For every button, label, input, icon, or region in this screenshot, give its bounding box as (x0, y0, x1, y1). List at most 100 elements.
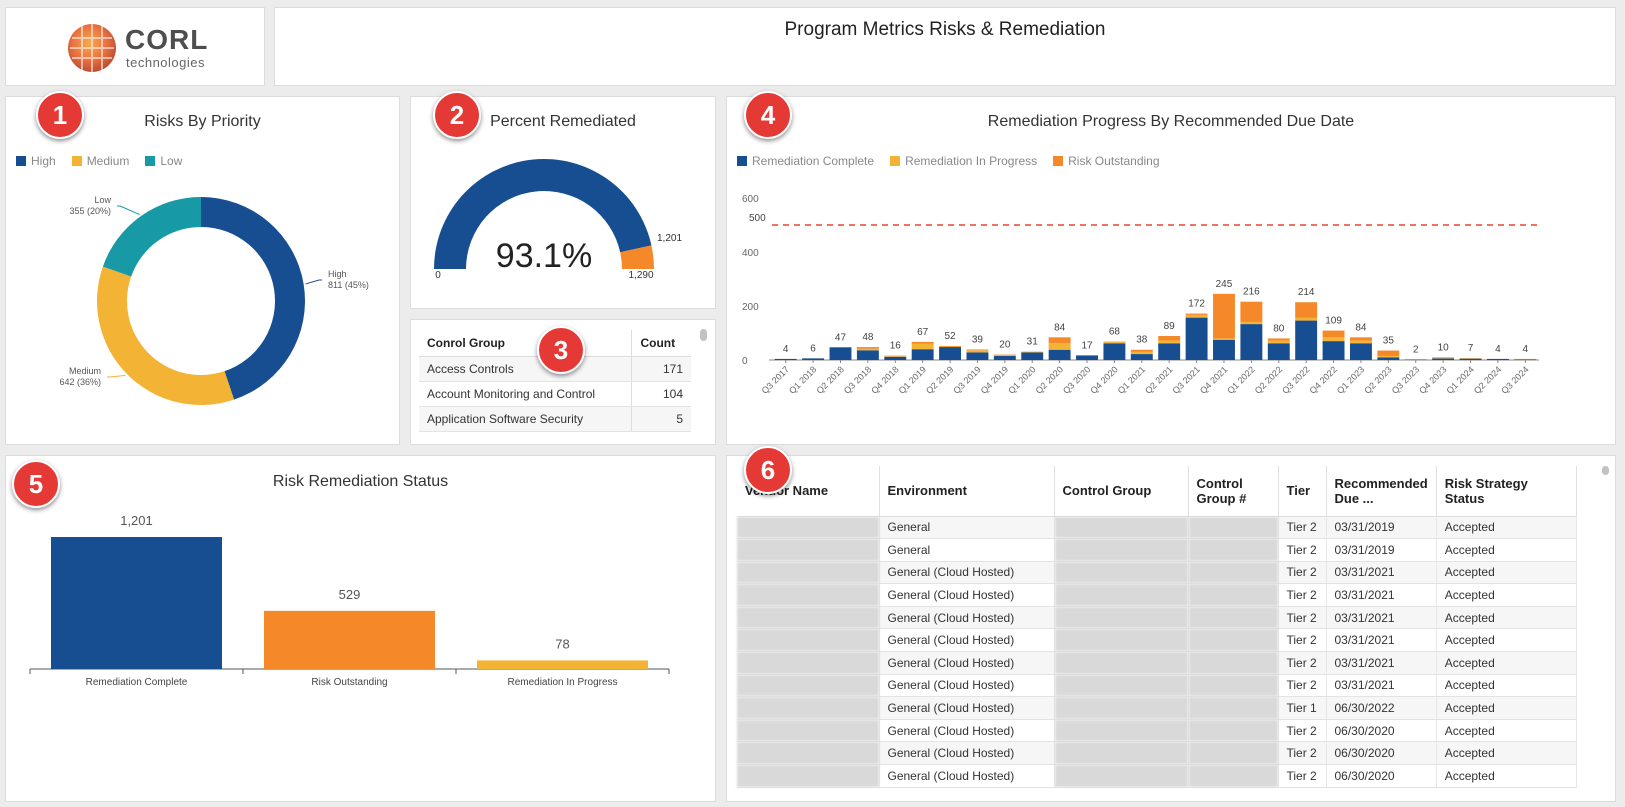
legend-swatch (890, 156, 901, 166)
x-tick-label: Q3 2020 (1061, 364, 1092, 395)
table-row[interactable]: General (Cloud Hosted) Tier 2 03/31/2021 Ac… (737, 561, 1578, 585)
slice-value-label: 811 (45%) (328, 280, 369, 290)
bar-total-label: 39 (972, 334, 984, 345)
callout-badge-4: 4 (744, 91, 792, 139)
bar-total-label: 31 (1027, 337, 1039, 348)
cell-control-group (1054, 719, 1189, 743)
target-line-label: 500 (749, 213, 766, 224)
gauge-mark-label: 1,201 (657, 233, 682, 244)
gauge-fill-remaining (620, 245, 654, 269)
gauge-fill-remediated (434, 159, 652, 269)
bar-total-label: 214 (1298, 287, 1315, 298)
bar-total-label: 20 (999, 340, 1011, 351)
cell-control-group (1054, 628, 1189, 653)
bar-total-label: 47 (835, 332, 847, 343)
cell-status: Accepted (1436, 561, 1578, 585)
column-header-control-group[interactable]: Control Group (1054, 466, 1189, 517)
bar-total-label: 38 (1136, 335, 1148, 346)
cell-control-group (1054, 606, 1189, 630)
bar-segment (1103, 341, 1126, 343)
legend-label: Remediation In Progress (905, 154, 1038, 168)
bar-segment (1130, 351, 1153, 355)
cell-status: Accepted (1436, 516, 1578, 540)
cell-environment: General (879, 538, 1055, 562)
cell-due-date: 03/31/2019 (1326, 516, 1437, 540)
column-header-environment[interactable]: Environment (879, 466, 1055, 517)
column-header[interactable]: Conrol Group (419, 330, 632, 357)
corl-logo-icon (68, 24, 116, 72)
x-tick-label: Q2 2020 (1034, 364, 1065, 395)
cell-status: Accepted (1436, 741, 1578, 766)
gauge-min-label: 0 (435, 270, 441, 281)
title-panel: Program Metrics Risks & Remediation (274, 7, 1616, 86)
cell-due-date: 03/31/2021 (1326, 651, 1437, 675)
cell-environment: General (879, 516, 1055, 540)
cell-vendor-name (737, 606, 880, 630)
table-row[interactable]: General (Cloud Hosted) Tier 2 03/31/2021 Ac… (737, 651, 1578, 675)
cell-control-group (1054, 561, 1189, 585)
donut-slice-low (102, 197, 201, 277)
bar-segment (1377, 355, 1400, 358)
legend-label: Low (160, 154, 183, 168)
table-row[interactable]: General (Cloud Hosted) Tier 2 06/30/2020 Ac… (737, 764, 1578, 788)
bar-segment (802, 358, 825, 360)
bar-segment (1322, 330, 1345, 338)
table-row[interactable]: General (Cloud Hosted) Tier 2 03/31/2021 Ac… (737, 606, 1578, 630)
x-tick-label: Q3 2022 (1280, 364, 1311, 395)
table-row[interactable]: Access Controls 171 (419, 356, 691, 382)
gauge-value: 93.1% (496, 237, 592, 275)
table-row[interactable]: General (Cloud Hosted) Tier 2 03/31/2021 Ac… (737, 583, 1578, 607)
table-row[interactable]: General Tier 2 03/31/2019 Accepted (737, 538, 1578, 562)
column-header-recommended-due[interactable]: Recommended Due ... (1326, 466, 1437, 517)
bar-segment (966, 350, 989, 353)
table-row[interactable]: General Tier 2 03/31/2019 Accepted (737, 516, 1578, 540)
legend-label: Remediation Complete (752, 154, 875, 168)
table-row[interactable]: General (Cloud Hosted) Tier 2 06/30/2020 Ac… (737, 741, 1578, 766)
column-header-risk-strategy-status[interactable]: Risk Strategy Status (1436, 466, 1578, 517)
bar-segment (1103, 343, 1126, 360)
bar-segment (1404, 359, 1427, 360)
table-row[interactable]: General (Cloud Hosted) Tier 2 03/31/2021 Ac… (737, 628, 1578, 653)
table-row[interactable]: General (Cloud Hosted) Tier 2 03/31/2021 Ac… (737, 674, 1578, 698)
cell-environment: General (Cloud Hosted) (879, 741, 1055, 766)
bar-total-label: 48 (862, 332, 874, 343)
scrollbar-thumb[interactable] (700, 329, 707, 341)
legend-item-outstanding[interactable]: Risk Outstanding (1053, 154, 1160, 168)
cell-tier: Tier 2 (1278, 764, 1327, 788)
legend-item-high[interactable]: High (16, 154, 56, 168)
legend-swatch (1053, 156, 1064, 166)
table-row[interactable]: General (Cloud Hosted) Tier 2 06/30/2020 Ac… (737, 719, 1578, 743)
legend-swatch (71, 156, 82, 166)
cell-environment: General (Cloud Hosted) (879, 628, 1055, 653)
bar-segment (1267, 343, 1290, 360)
cell-status: Accepted (1436, 764, 1578, 788)
x-tick-label: Q3 2024 (1499, 364, 1530, 395)
table-row[interactable]: General (Cloud Hosted) Tier 1 06/30/2022 Ac… (737, 696, 1578, 720)
bar-segment (884, 356, 907, 357)
column-header-tier[interactable]: Tier (1278, 466, 1327, 517)
bar-segment (1130, 354, 1153, 360)
table-row[interactable]: Account Monitoring and Control 104 (419, 381, 691, 407)
legend-item-low[interactable]: Low (145, 154, 182, 168)
x-tick-label: Q1 2018 (787, 364, 818, 395)
cell-control-group (1054, 651, 1189, 675)
donut-slice-medium (96, 266, 235, 405)
cell-vendor-name (737, 719, 880, 743)
bar-total-label: 245 (1216, 279, 1233, 290)
cell-control-group-number (1188, 719, 1279, 743)
column-header[interactable]: Count (631, 330, 691, 357)
bar-total-label: 84 (1355, 322, 1367, 333)
bar-segment (1185, 317, 1208, 360)
legend-item-medium[interactable]: Medium (71, 154, 129, 168)
bar-total-label: 7 (1468, 343, 1474, 354)
column-header-control-group-number[interactable]: Control Group # (1188, 466, 1279, 517)
bar-segment (1048, 349, 1071, 360)
table-row[interactable]: Application Software Security 5 (419, 406, 691, 432)
cell-due-date: 03/31/2021 (1326, 628, 1437, 653)
legend-item-complete[interactable]: Remediation Complete (737, 154, 874, 168)
legend-item-in-progress[interactable]: Remediation In Progress (890, 154, 1037, 168)
scrollbar-thumb[interactable] (1602, 466, 1609, 475)
bar-segment (1349, 340, 1372, 344)
bar-total-label: 10 (1438, 342, 1450, 353)
bar-segment (1377, 357, 1400, 360)
